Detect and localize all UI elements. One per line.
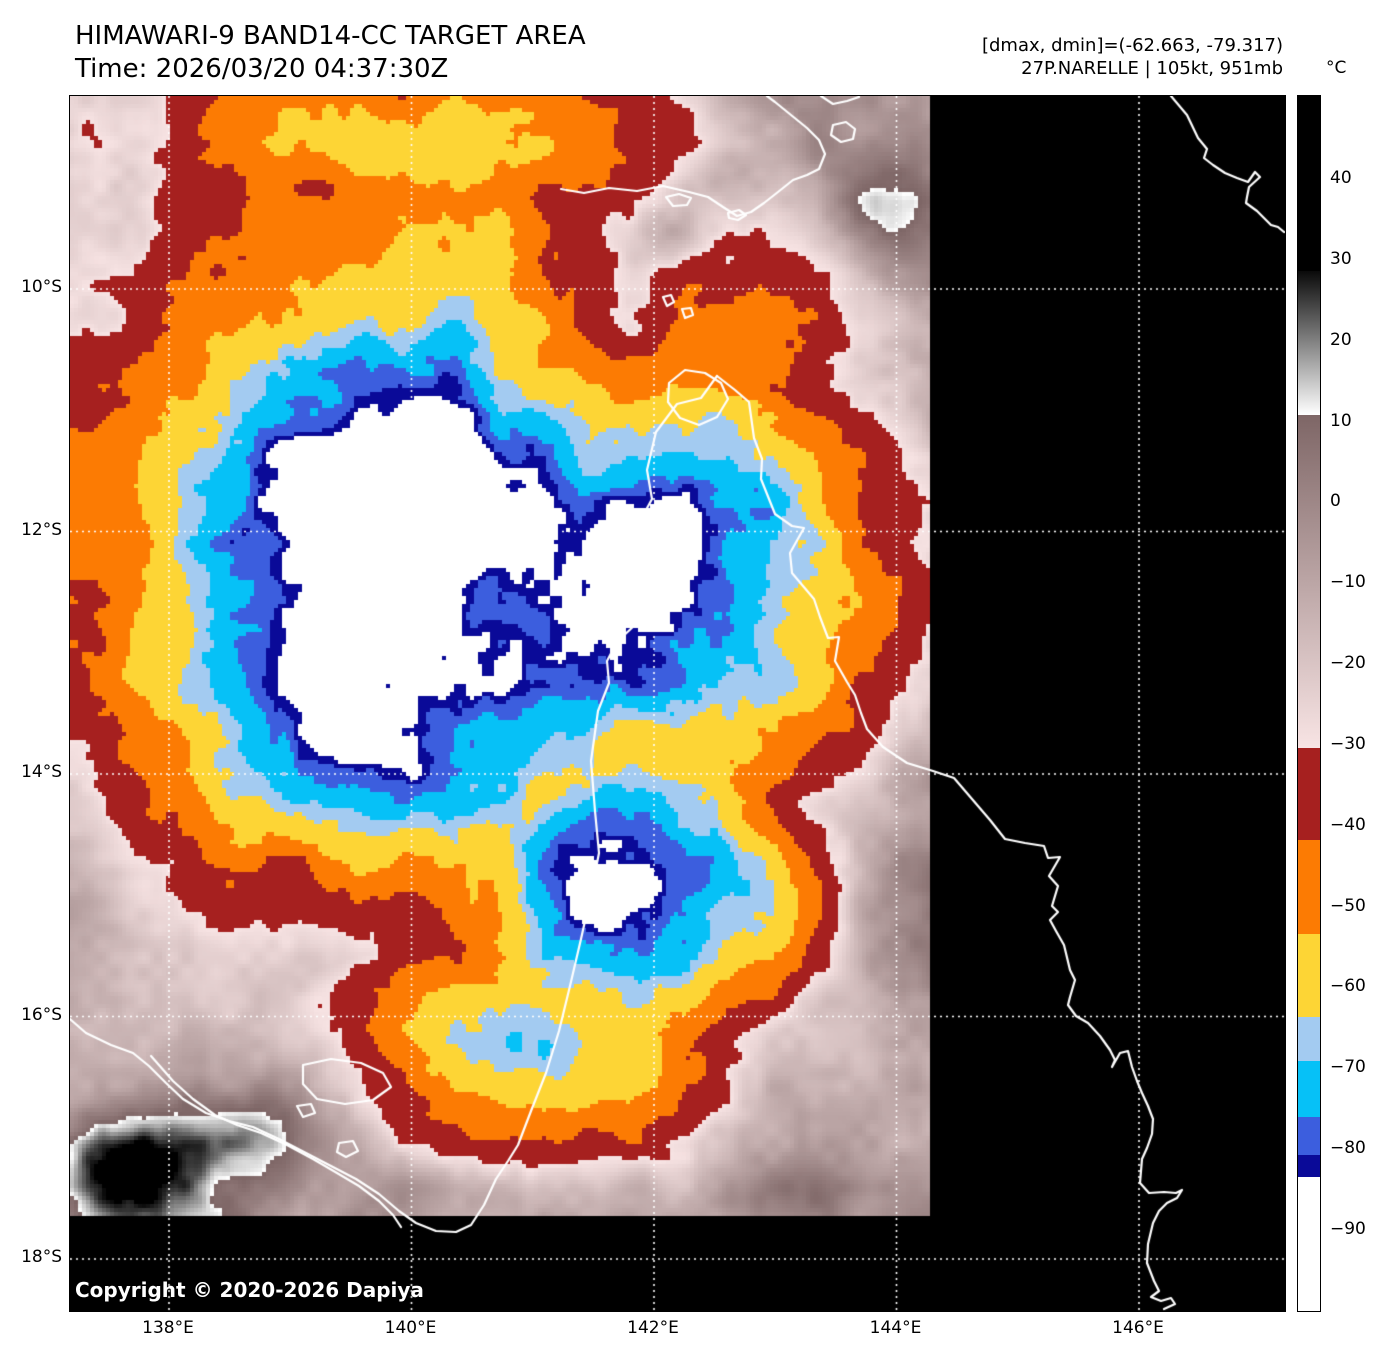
colorbar	[1297, 95, 1321, 1312]
longitude-tick-label: 146°E	[1112, 1318, 1164, 1338]
page-title: HIMAWARI-9 BAND14-CC TARGET AREA	[75, 21, 586, 51]
colorbar-tick-label: −40	[1330, 814, 1366, 835]
latitude-tick-label: 14°S	[21, 762, 62, 782]
colorbar-tick-label: 30	[1330, 248, 1352, 269]
colorbar-segment	[1298, 271, 1320, 416]
storm-info-annotation: 27P.NARELLE | 105kt, 951mb	[1021, 58, 1283, 79]
colorbar-segment	[1298, 1016, 1320, 1062]
colorbar-tick-label: −20	[1330, 653, 1366, 674]
colorbar-tick-label: −60	[1330, 976, 1366, 997]
latitude-tick-label: 16°S	[21, 1004, 62, 1025]
colorbar-unit-label: °C	[1326, 58, 1347, 78]
colorbar-segment	[1298, 1176, 1320, 1311]
colorbar-segment	[1298, 934, 1320, 1017]
colorbar-segment	[1298, 415, 1320, 749]
colorbar-tick-label: −30	[1330, 733, 1366, 754]
latitude-tick-label: 10°S	[21, 277, 62, 297]
colorbar-segment	[1298, 1154, 1320, 1177]
colorbar-tick-label: −80	[1330, 1138, 1366, 1159]
dmax-dmin-annotation: [dmax, dmin]=(-62.663, -79.317)	[981, 35, 1283, 56]
colorbar-segment	[1298, 839, 1320, 935]
colorbar-tick-label: −50	[1330, 895, 1366, 916]
colorbar-tick-label: 20	[1330, 329, 1352, 350]
longitude-tick-label: 138°E	[142, 1318, 194, 1338]
copyright-label: Copyright © 2020-2026 Dapiya	[75, 1278, 424, 1302]
colorbar-tick-label: 0	[1330, 491, 1341, 512]
colorbar-segment	[1298, 1116, 1320, 1155]
colorbar-tick-label: −10	[1330, 572, 1366, 593]
colorbar-tick-label: 40	[1330, 168, 1352, 189]
colorbar-tick-label: 10	[1330, 410, 1352, 431]
timestamp-line: Time: 2026/03/20 04:37:30Z	[75, 54, 449, 84]
colorbar-segment	[1298, 96, 1320, 272]
longitude-tick-label: 142°E	[627, 1318, 679, 1338]
colorbar-segment	[1298, 748, 1320, 840]
latitude-tick-label: 12°S	[21, 519, 62, 540]
satellite-map-canvas	[69, 95, 1286, 1312]
latitude-tick-label: 18°S	[21, 1247, 62, 1267]
longitude-tick-label: 140°E	[384, 1318, 437, 1338]
colorbar-segment	[1298, 1061, 1320, 1117]
longitude-tick-label: 144°E	[869, 1318, 922, 1338]
colorbar-tick-label: −90	[1330, 1218, 1366, 1239]
colorbar-tick-label: −70	[1330, 1057, 1366, 1078]
